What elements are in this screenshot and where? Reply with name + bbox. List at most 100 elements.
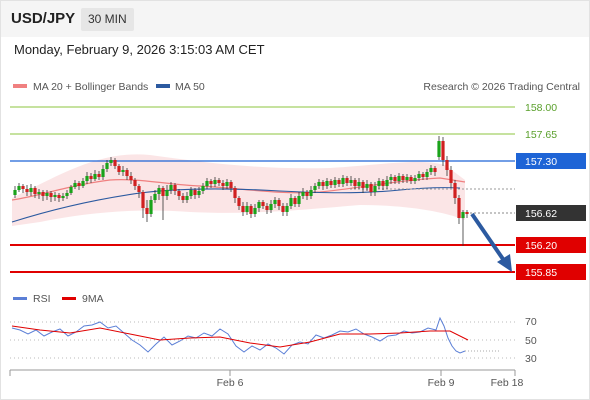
candle-body	[197, 191, 201, 195]
candle-body	[201, 186, 205, 191]
ma20-legend-swatch	[13, 84, 27, 88]
level-label-157-30: 157.30	[525, 156, 557, 168]
candle-body	[245, 206, 249, 212]
candle-body	[57, 195, 61, 198]
symbol-title: USD/JPY	[11, 10, 76, 27]
candle-body	[165, 190, 169, 196]
candle-body	[129, 176, 133, 180]
candle-body	[461, 212, 465, 218]
candle-body	[33, 188, 37, 194]
candle-body	[17, 186, 21, 190]
candle-body	[21, 186, 25, 189]
candle-body	[361, 182, 365, 188]
candle-body	[257, 202, 261, 208]
candle-body	[265, 206, 269, 210]
candle-body	[65, 193, 69, 196]
timeframe-button[interactable]: 30 MIN	[81, 8, 134, 31]
candle-body	[125, 170, 129, 176]
candle-body	[389, 177, 393, 180]
candle-body	[101, 169, 105, 177]
candle-body	[85, 176, 89, 181]
candle-body	[329, 181, 333, 185]
credit-label: Research © 2026 Trading Central	[423, 81, 580, 93]
candle-body	[177, 191, 181, 196]
candle-body	[241, 206, 245, 212]
ma9-legend-label: 9MA	[82, 293, 104, 305]
candle-body	[89, 176, 93, 179]
candle-body	[41, 192, 45, 196]
candle-body	[93, 174, 97, 179]
candle-body	[213, 180, 217, 184]
candle-body	[61, 196, 65, 198]
candle-body	[173, 185, 177, 191]
candle-body	[293, 198, 297, 204]
candle-body	[37, 192, 41, 194]
candle-body	[413, 178, 417, 181]
forecast-arrow-head	[497, 254, 512, 272]
candle-body	[233, 188, 237, 198]
timestamp: Monday, February 9, 2026 3:15:03 AM CET	[14, 42, 265, 57]
candle-body	[333, 180, 337, 185]
rsi-axis-70: 70	[525, 316, 537, 328]
rsi-line	[11, 316, 466, 355]
candle-body	[453, 183, 457, 198]
candle-body	[109, 160, 113, 163]
forecast-arrow-shaft	[470, 212, 507, 264]
candle-body	[277, 200, 281, 206]
candle-body	[225, 182, 229, 186]
candle-body	[153, 194, 157, 200]
candle-body	[45, 193, 49, 196]
candle-body	[49, 193, 53, 197]
candle-body	[81, 181, 85, 186]
candle-body	[77, 183, 81, 186]
candle-body	[185, 196, 189, 200]
candle-body	[281, 206, 285, 212]
candle-body	[285, 206, 289, 212]
level-box-155-85	[516, 264, 586, 280]
candle-body	[405, 177, 409, 180]
candle-body	[105, 163, 109, 169]
candle-body	[337, 180, 341, 184]
candle-body	[297, 196, 301, 204]
level-label-156-62: 156.62	[525, 208, 557, 220]
candle-body	[273, 200, 277, 204]
candle-body	[301, 192, 305, 196]
candle-body	[13, 190, 17, 195]
candle-body	[269, 204, 273, 210]
candle-body	[465, 212, 469, 214]
ma50-line	[11, 187, 461, 223]
candle-body	[417, 174, 421, 178]
candle-body	[121, 170, 125, 172]
candle-body	[353, 180, 357, 186]
level-label-156-20: 156.20	[525, 240, 557, 252]
candle-body	[449, 170, 453, 183]
candle-body	[209, 181, 213, 184]
candle-body	[345, 178, 349, 183]
candle-body	[433, 168, 437, 172]
chart-header: USD/JPY 30 MIN	[1, 1, 589, 37]
candle-body	[141, 192, 145, 208]
candle-body	[421, 174, 425, 177]
x-axis-label-feb9: Feb 9	[428, 377, 455, 389]
candle-body	[341, 178, 345, 184]
candle-body	[397, 176, 401, 181]
candle-body	[193, 190, 197, 195]
x-axis-label-feb6: Feb 6	[217, 377, 244, 389]
candle-body	[429, 168, 433, 172]
level-box-156-62	[516, 205, 586, 221]
level-box-156-20	[516, 237, 586, 253]
candle-body	[249, 206, 253, 214]
rsi-axis-30: 30	[525, 353, 537, 365]
candle-body	[261, 202, 265, 206]
candle-body	[377, 181, 381, 186]
candle-body	[113, 160, 117, 166]
candle-body	[445, 160, 449, 170]
candle-body	[409, 177, 413, 181]
candle-body	[393, 177, 397, 181]
candle-body	[309, 190, 313, 196]
rsi-legend-label: RSI	[33, 293, 51, 305]
candle-body	[133, 180, 137, 186]
candle-body	[437, 141, 441, 157]
candle-body	[117, 166, 121, 172]
